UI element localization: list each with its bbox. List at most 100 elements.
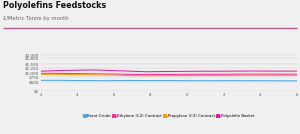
Ethylene (C2) Contract (39, 73, 42, 74)
Brent Crude (135, 80, 139, 81)
Propylene (C3) Contract (274, 75, 278, 76)
Propylene (C3) Contract (242, 75, 245, 76)
Ethylene (C2) Contract (178, 74, 181, 75)
Propylene (C3) Contract (210, 75, 213, 76)
Brent Crude (220, 80, 224, 81)
Polyolefin Basket (253, 70, 256, 72)
Brent Crude (231, 80, 235, 81)
Propylene (C3) Contract (113, 74, 117, 76)
Polyolefin Basket (156, 71, 160, 72)
Propylene (C3) Contract (284, 75, 288, 76)
Polyolefin Basket (284, 70, 288, 72)
Brent Crude (92, 80, 96, 81)
Polyolefin Basket (199, 70, 202, 72)
Polyolefin Basket (39, 70, 42, 72)
Ethylene (C2) Contract (284, 73, 288, 75)
Propylene (C3) Contract (231, 75, 235, 76)
Ethylene (C2) Contract (103, 73, 106, 75)
Propylene (C3) Contract (199, 75, 202, 76)
Brent Crude (60, 80, 64, 81)
Ethylene (C2) Contract (50, 72, 53, 74)
Line: Ethylene (C2) Contract: Ethylene (C2) Contract (40, 73, 297, 75)
Line: Brent Crude: Brent Crude (40, 80, 297, 81)
Polyolefin Basket (231, 70, 235, 72)
Propylene (C3) Contract (263, 75, 267, 76)
Polyolefin Basket (220, 70, 224, 72)
Brent Crude (253, 80, 256, 81)
Polyolefin Basket (71, 70, 74, 71)
Polyolefin Basket (60, 70, 64, 71)
Brent Crude (50, 80, 53, 81)
Brent Crude (188, 80, 192, 81)
Propylene (C3) Contract (82, 74, 85, 75)
Brent Crude (39, 80, 42, 81)
Brent Crude (284, 80, 288, 82)
Propylene (C3) Contract (135, 75, 139, 77)
Brent Crude (263, 80, 267, 82)
Polyolefin Basket (178, 71, 181, 72)
Ethylene (C2) Contract (92, 73, 96, 75)
Polyolefin Basket (92, 69, 96, 71)
Polyolefin Basket (263, 70, 267, 72)
Polyolefin Basket (242, 70, 245, 72)
Ethylene (C2) Contract (274, 73, 278, 75)
Legend: Brent Crude, Ethylene (C2) Contract, Propylene (C3) Contract, Polyolefin Basket: Brent Crude, Ethylene (C2) Contract, Pro… (83, 114, 254, 118)
Ethylene (C2) Contract (135, 74, 139, 75)
Polyolefin Basket (188, 70, 192, 72)
Ethylene (C2) Contract (253, 73, 256, 75)
Propylene (C3) Contract (253, 75, 256, 76)
Ethylene (C2) Contract (124, 74, 128, 75)
Propylene (C3) Contract (295, 75, 299, 76)
Polyolefin Basket (146, 71, 149, 72)
Propylene (C3) Contract (39, 74, 42, 75)
Propylene (C3) Contract (71, 74, 74, 75)
Propylene (C3) Contract (60, 74, 64, 75)
Brent Crude (156, 80, 160, 81)
Brent Crude (82, 80, 85, 81)
Polyolefin Basket (135, 71, 139, 72)
Ethylene (C2) Contract (156, 74, 160, 75)
Propylene (C3) Contract (220, 75, 224, 76)
Brent Crude (295, 80, 299, 82)
Line: Polyolefin Basket: Polyolefin Basket (40, 70, 297, 72)
Propylene (C3) Contract (167, 75, 170, 76)
Polyolefin Basket (295, 70, 299, 72)
Ethylene (C2) Contract (220, 74, 224, 75)
Brent Crude (167, 80, 170, 81)
Polyolefin Basket (210, 70, 213, 72)
Ethylene (C2) Contract (82, 73, 85, 75)
Brent Crude (71, 80, 74, 81)
Ethylene (C2) Contract (199, 74, 202, 75)
Ethylene (C2) Contract (167, 74, 170, 75)
Brent Crude (199, 80, 202, 82)
Polyolefin Basket (167, 71, 170, 72)
Brent Crude (178, 80, 181, 81)
Ethylene (C2) Contract (71, 73, 74, 74)
Text: £/Metric Tonne by month: £/Metric Tonne by month (3, 16, 69, 21)
Polyolefin Basket (50, 70, 53, 72)
Polyolefin Basket (274, 70, 278, 72)
Polyolefin Basket (113, 70, 117, 71)
Ethylene (C2) Contract (146, 74, 149, 75)
Brent Crude (242, 80, 245, 81)
Polyolefin Basket (124, 70, 128, 72)
Brent Crude (274, 80, 278, 82)
Brent Crude (113, 80, 117, 81)
Propylene (C3) Contract (178, 75, 181, 76)
Brent Crude (124, 80, 128, 81)
Propylene (C3) Contract (146, 75, 149, 77)
Text: Polyolefins Feedstocks: Polyolefins Feedstocks (3, 1, 106, 10)
Line: Propylene (C3) Contract: Propylene (C3) Contract (40, 74, 297, 76)
Propylene (C3) Contract (92, 74, 96, 76)
Ethylene (C2) Contract (231, 73, 235, 75)
Brent Crude (103, 80, 106, 81)
Ethylene (C2) Contract (242, 73, 245, 75)
Polyolefin Basket (82, 69, 85, 71)
Ethylene (C2) Contract (60, 73, 64, 74)
Propylene (C3) Contract (156, 75, 160, 77)
Propylene (C3) Contract (103, 74, 106, 76)
Propylene (C3) Contract (50, 74, 53, 75)
Propylene (C3) Contract (124, 75, 128, 76)
Ethylene (C2) Contract (210, 74, 213, 75)
Brent Crude (146, 80, 149, 81)
